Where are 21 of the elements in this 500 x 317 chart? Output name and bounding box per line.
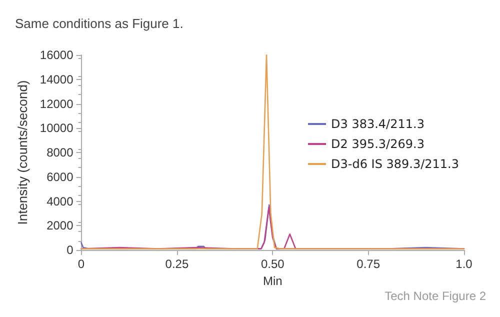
legend-label: D3-d6 IS 389.3/211.3 xyxy=(331,157,460,171)
y-tick-label: 14000 xyxy=(40,72,74,86)
chart-title: Same conditions as Figure 1. xyxy=(15,16,184,31)
y-tick-label: 12000 xyxy=(40,96,74,111)
y-tick-label: 4000 xyxy=(46,194,74,208)
x-tick-label: 0.25 xyxy=(165,257,189,271)
text: Tech Note Figure 2 xyxy=(384,289,486,303)
y-tick-label: 8000 xyxy=(46,146,74,160)
x-axis-title: Min xyxy=(262,274,282,288)
legend-label: D2 395.3/269.3 xyxy=(331,137,424,151)
legend-label: D3 383.4/211.3 xyxy=(331,117,424,131)
y-tick-label: 10000 xyxy=(40,121,74,136)
x-tick-label: 1.0 xyxy=(456,257,473,271)
x-tick-label: 0 xyxy=(78,257,85,271)
y-tick-label: 0 xyxy=(66,243,74,257)
y-tick-label: 6000 xyxy=(46,170,74,184)
y-tick-label: 16000 xyxy=(40,48,74,62)
x-tick-label: 0.75 xyxy=(356,257,380,271)
y-tick-label: 2000 xyxy=(46,218,74,233)
y-axis-title: Intensity (counts/second) xyxy=(15,80,30,225)
x-tick-label: 0.50 xyxy=(260,257,285,271)
